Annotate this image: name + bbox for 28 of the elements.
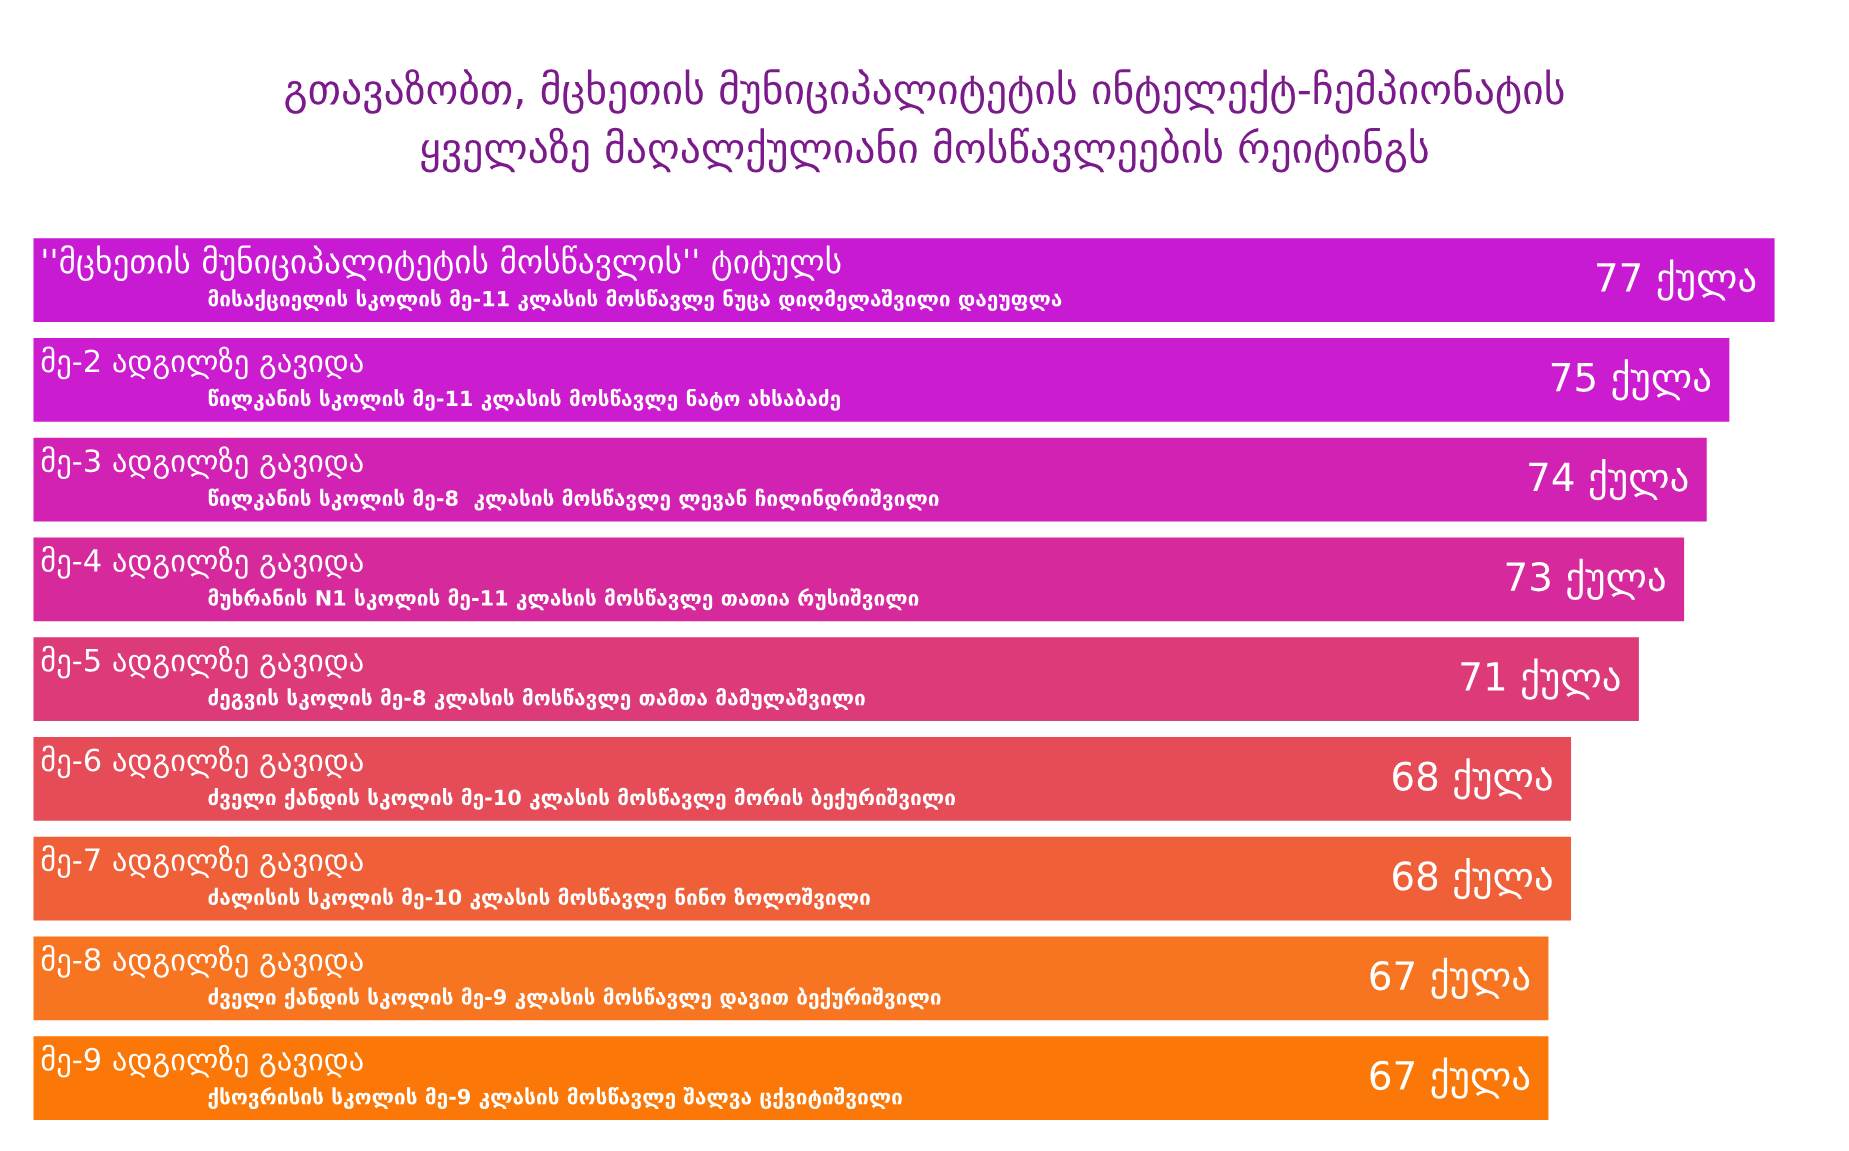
y-tick-label: მე-2 ადგილზე გავიდა წილკანის სკოლის მე-11 კლასის მოსწავლე ნატო ახსაბაძე: [41, 346, 840, 411]
y-tick-label: მე-5 ადგილზე გავიდა ძეგვის სკოლის მე-8 კლასის მოსწავლე თამთა მამულაშვილი: [41, 645, 865, 711]
y-tick-label: მე-8 ადგილზე გავიდა ძველი ქანდის სკოლის მე-9 კლასის მოსწავლე დავით ბექურიშვილი: [41, 944, 941, 1010]
data-label: 68 ქულა: [1393, 857, 1552, 900]
y-tick-label: მე-9 ადგილზე გავიდა ქსოვრისის სკოლის მე-9 კლასის მოსწავლე შალვა ცქვიტიშვილი: [41, 1044, 902, 1110]
data-label: 68 ქულა: [1393, 758, 1552, 800]
data-label: 74 ქულა: [1529, 458, 1688, 501]
bar: [33, 1036, 1549, 1120]
bar: [33, 736, 1572, 821]
bar: [33, 337, 1730, 422]
y-tick-label: ''მცხეთის მუნიციპალიტეტის მოსწავლის'' ტიტულს მისაქციელის სკოლის მე-11 კლასის მოსწავლე ნუცა დიღმელაშვილი დაეუფლა: [43, 245, 1062, 312]
y-tick-label: მე-4 ადგილზე გავიდა მუხრანის N1 სკოლის მე-11 კლასის მოსწავლე თათია რუსიშვილი: [41, 545, 919, 611]
bar: [33, 537, 1685, 622]
data-label: 67 ქულა: [1370, 1057, 1530, 1099]
y-tick-label: მე-7 ადგილზე გავიდა ძალისის სკოლის მე-10 კლასის მოსწავლე ნინო ზოლოშვილი: [41, 845, 870, 910]
bar: [33, 836, 1572, 921]
y-tick-label: მე-6 ადგილზე გავიდა ძველი ქანდის სკოლის მე-10 კლასის მოსწავლე მორის ბექურიშვილი: [41, 745, 955, 810]
data-label: 67 ქულა: [1370, 957, 1530, 1000]
data-label: 75 ქულა: [1551, 359, 1711, 401]
y-tick-label: მე-3 ადგილზე გავიდა წილკანის სკოლის მე-8 კლასის მოსწავლე ლევან ჩილინდრიშვილი: [41, 446, 939, 511]
bar: [33, 936, 1549, 1021]
bar: [33, 238, 1775, 322]
data-label: 73 ქულა: [1506, 558, 1665, 601]
data-label: 77 ქულა: [1597, 259, 1756, 301]
chart-title: გთავაზობთ, მცხეთის მუნიციპალიტეტის ინტელექტ-ჩემპიონატის ყველაზე მაღალქულიანი მოსწავლეების რეიტინგს: [285, 69, 1564, 173]
bar: [33, 437, 1707, 522]
data-label: 71 ქულა: [1461, 658, 1620, 700]
bar: [33, 637, 1639, 721]
